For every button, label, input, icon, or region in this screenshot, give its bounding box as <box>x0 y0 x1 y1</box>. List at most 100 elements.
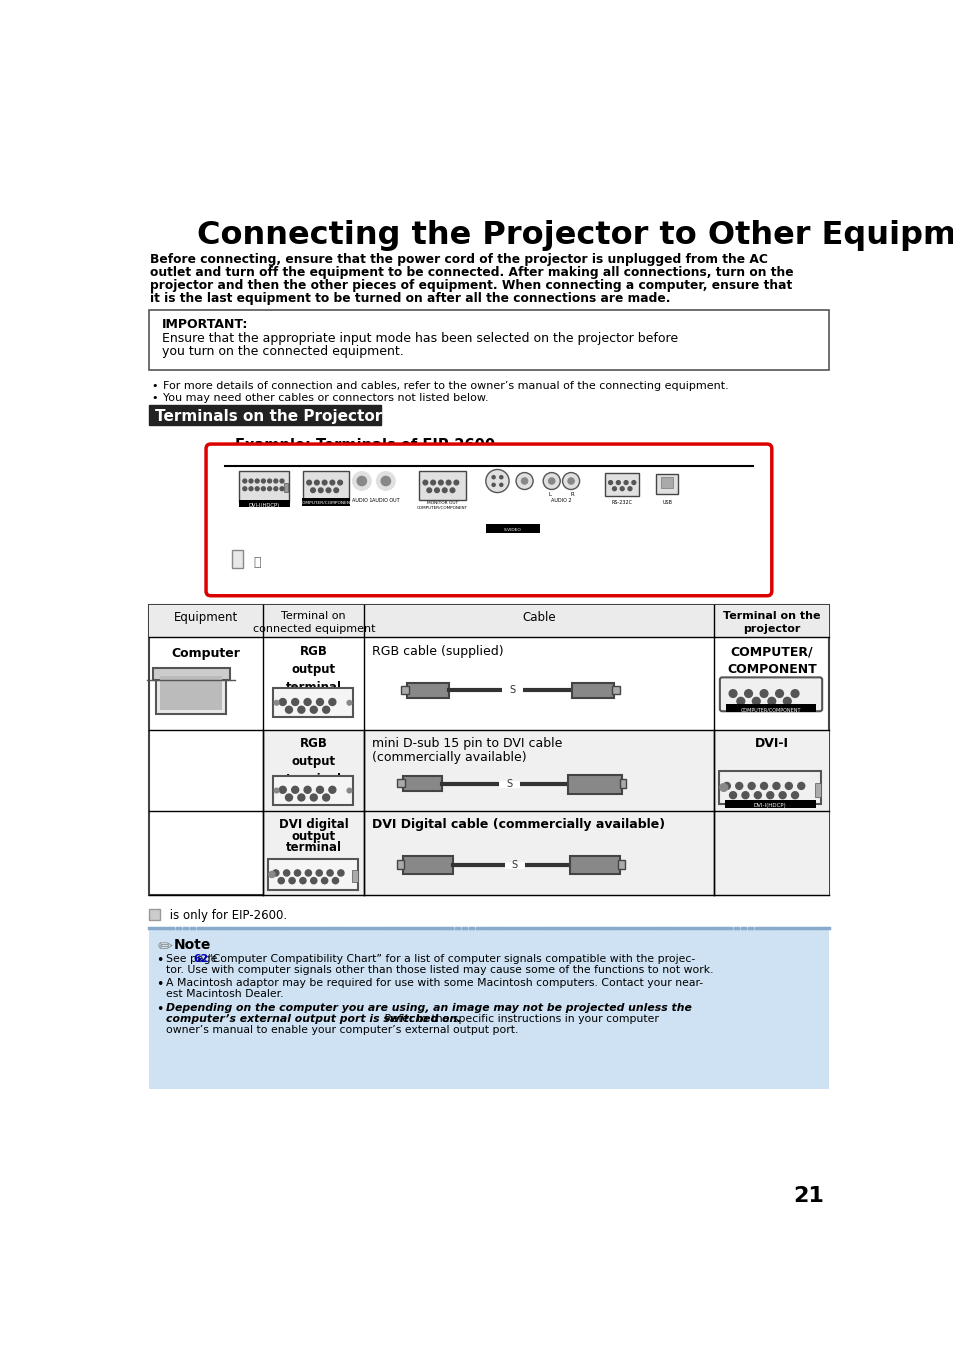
Circle shape <box>422 480 427 485</box>
Circle shape <box>720 784 727 791</box>
Text: owner’s manual to enable your computer’s external output port.: owner’s manual to enable your computer’s… <box>166 1025 517 1034</box>
Circle shape <box>329 699 335 706</box>
Text: IMPORTANT:: IMPORTANT: <box>162 318 248 331</box>
Bar <box>485 525 539 534</box>
Bar <box>401 685 409 694</box>
Circle shape <box>283 869 290 876</box>
Circle shape <box>326 488 331 492</box>
Text: (commercially available): (commercially available) <box>372 750 526 764</box>
Bar <box>397 779 405 787</box>
Bar <box>567 775 621 794</box>
Bar <box>152 668 230 680</box>
Text: COMPUTER/COMPONENT: COMPUTER/COMPONENT <box>416 506 467 510</box>
Text: Ensure that the appropriate input mode has been selected on the projector before: Ensure that the appropriate input mode h… <box>162 331 678 345</box>
Circle shape <box>728 690 736 698</box>
Text: Note: Note <box>173 938 211 952</box>
Text: you turn on the connected equipment.: you turn on the connected equipment. <box>162 345 403 358</box>
Text: 62: 62 <box>193 953 209 964</box>
Text: RGB
output
terminal: RGB output terminal <box>286 737 341 787</box>
Circle shape <box>760 690 767 698</box>
Circle shape <box>289 877 294 884</box>
Circle shape <box>322 706 330 713</box>
Circle shape <box>316 787 323 794</box>
Circle shape <box>279 699 286 706</box>
Circle shape <box>274 479 277 483</box>
Text: DVI digital: DVI digital <box>278 818 348 831</box>
Bar <box>612 685 619 694</box>
Circle shape <box>334 488 338 492</box>
Text: Connecting the Projector to Other Equipment: Connecting the Projector to Other Equipm… <box>196 220 953 251</box>
Circle shape <box>311 877 316 884</box>
Circle shape <box>279 787 286 794</box>
FancyBboxPatch shape <box>719 771 821 804</box>
Text: •: • <box>156 979 164 991</box>
Circle shape <box>499 476 502 479</box>
Bar <box>119 162 208 250</box>
Circle shape <box>249 487 253 491</box>
Circle shape <box>274 487 277 491</box>
Text: output: output <box>292 830 335 842</box>
Bar <box>149 604 828 895</box>
Bar <box>233 549 243 568</box>
Bar <box>723 800 815 807</box>
Bar <box>160 676 222 711</box>
Circle shape <box>321 877 328 884</box>
Text: est Macintosh Dealer.: est Macintosh Dealer. <box>166 990 283 999</box>
Circle shape <box>299 877 306 884</box>
Text: Cable: Cable <box>522 611 556 625</box>
Text: Example: Terminals of EIP-2600: Example: Terminals of EIP-2600 <box>235 438 496 453</box>
Text: AUDIO 1: AUDIO 1 <box>352 498 372 503</box>
Circle shape <box>450 488 455 492</box>
Circle shape <box>315 869 322 876</box>
Bar <box>149 604 828 637</box>
Circle shape <box>307 480 311 485</box>
Text: •: • <box>152 381 158 391</box>
FancyBboxPatch shape <box>274 688 353 718</box>
Text: tor. Use with computer signals other than those listed may cause some of the fun: tor. Use with computer signals other tha… <box>166 964 713 975</box>
Circle shape <box>442 488 447 492</box>
Circle shape <box>499 483 502 487</box>
Text: Refer to the specific instructions in your computer: Refer to the specific instructions in yo… <box>381 1014 659 1023</box>
Circle shape <box>521 479 527 484</box>
Circle shape <box>627 487 631 491</box>
Circle shape <box>261 479 265 483</box>
Text: AUDIO OUT: AUDIO OUT <box>372 498 399 503</box>
Bar <box>302 498 350 506</box>
Bar <box>402 856 453 875</box>
Text: L: L <box>548 492 551 496</box>
Text: it is the last equipment to be turned on after all the connections are made.: it is the last equipment to be turned on… <box>150 292 670 306</box>
Circle shape <box>294 869 300 876</box>
Text: “Computer Compatibility Chart” for a list of computer signals compatible with th: “Computer Compatibility Chart” for a lis… <box>204 953 695 964</box>
Text: S: S <box>511 860 517 871</box>
Bar <box>149 909 160 919</box>
Text: mini D-sub 15 pin to DVI cable: mini D-sub 15 pin to DVI cable <box>372 737 561 750</box>
FancyBboxPatch shape <box>720 677 821 711</box>
Circle shape <box>255 487 259 491</box>
Circle shape <box>767 698 775 706</box>
Text: DVI-I: DVI-I <box>754 737 788 750</box>
Circle shape <box>122 165 206 249</box>
Circle shape <box>297 794 305 800</box>
Circle shape <box>741 792 748 799</box>
Circle shape <box>735 783 742 790</box>
Circle shape <box>619 487 623 491</box>
Circle shape <box>722 783 730 790</box>
Bar <box>149 310 828 370</box>
Circle shape <box>729 792 736 799</box>
Circle shape <box>243 479 247 483</box>
Bar <box>352 869 357 883</box>
Circle shape <box>631 480 635 484</box>
Circle shape <box>292 787 298 794</box>
FancyBboxPatch shape <box>418 470 465 500</box>
Circle shape <box>562 473 579 489</box>
Text: DVI-I(HDCP): DVI-I(HDCP) <box>753 803 786 808</box>
Circle shape <box>285 794 293 800</box>
Circle shape <box>431 480 435 485</box>
Text: AUDIO 2: AUDIO 2 <box>551 498 571 503</box>
Text: Before connecting, ensure that the power cord of the projector is unplugged from: Before connecting, ensure that the power… <box>150 253 767 266</box>
Circle shape <box>322 480 327 485</box>
Circle shape <box>791 792 798 799</box>
Bar <box>656 475 678 493</box>
Text: DVI-I(HDCP): DVI-I(HDCP) <box>249 503 279 507</box>
Text: S: S <box>509 685 515 695</box>
